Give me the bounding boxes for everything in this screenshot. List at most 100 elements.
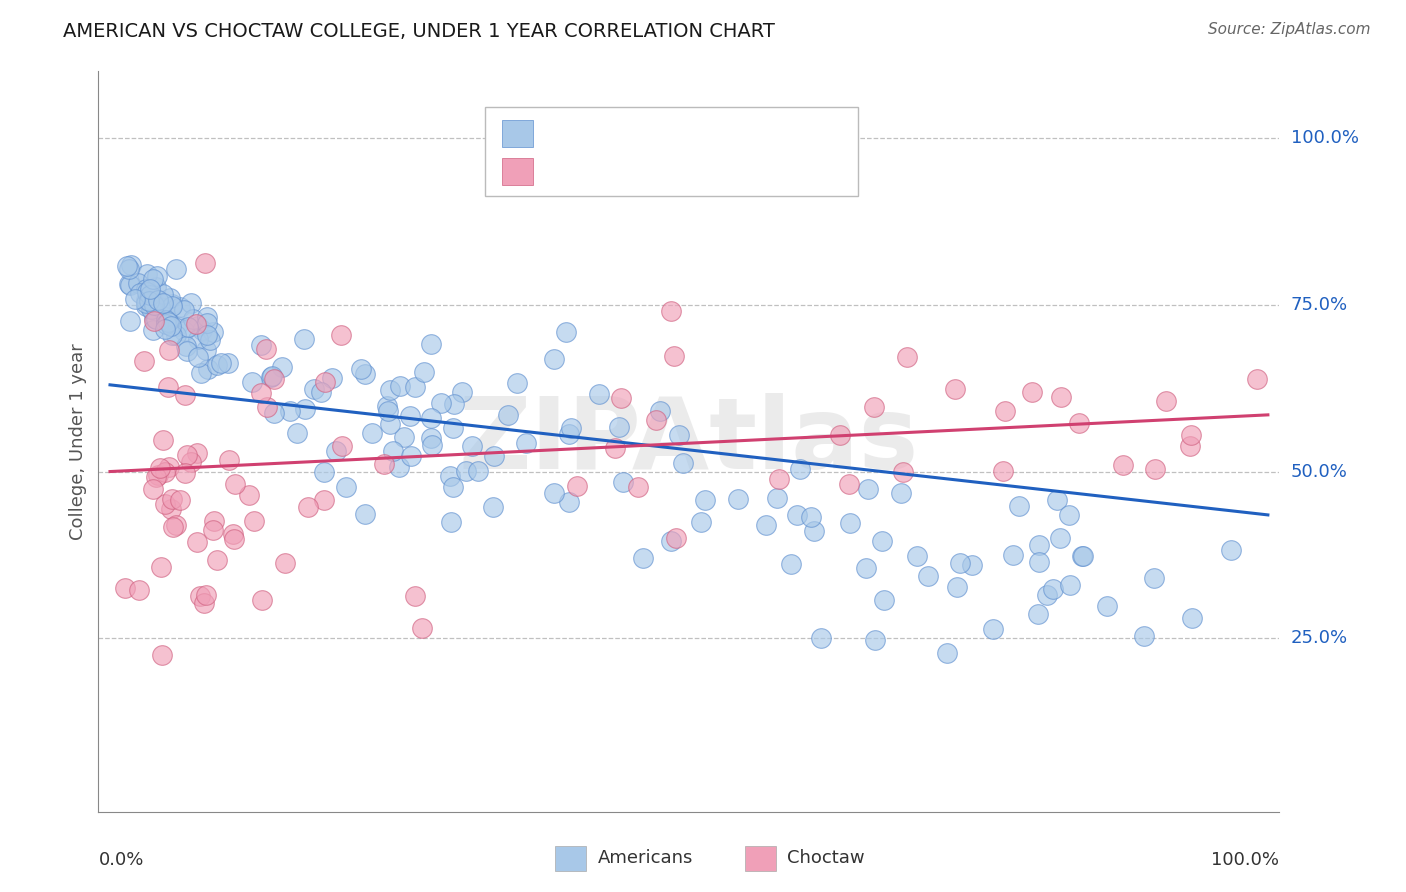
Point <box>1181 611 1204 625</box>
Point <box>145 312 167 326</box>
Point <box>420 411 443 425</box>
Point <box>186 446 208 460</box>
Point <box>803 524 825 539</box>
Point <box>285 425 308 440</box>
Point <box>1036 588 1059 602</box>
Point <box>981 622 1004 636</box>
Point <box>217 356 239 370</box>
Point <box>218 452 240 467</box>
Point <box>127 276 149 290</box>
Point <box>162 520 184 534</box>
Point <box>991 464 1014 478</box>
Point <box>378 383 401 397</box>
Point <box>274 556 297 570</box>
Text: AMERICAN VS CHOCTAW COLLEGE, UNDER 1 YEAR CORRELATION CHART: AMERICAN VS CHOCTAW COLLEGE, UNDER 1 YEA… <box>63 22 775 41</box>
Point <box>155 313 177 327</box>
Point <box>157 343 180 357</box>
Point <box>420 336 443 351</box>
Point <box>157 460 180 475</box>
Point <box>174 339 197 353</box>
Point <box>145 279 167 293</box>
Point <box>153 497 176 511</box>
Point <box>132 354 155 368</box>
Point <box>155 318 177 332</box>
Point <box>201 325 224 339</box>
Point <box>138 293 160 308</box>
Point <box>467 464 489 478</box>
Point <box>375 399 398 413</box>
Point <box>440 515 463 529</box>
Point <box>118 261 141 276</box>
Point <box>209 356 232 370</box>
Point <box>335 480 357 494</box>
Point <box>935 646 957 660</box>
Text: 100.0%: 100.0% <box>1291 129 1358 147</box>
Point <box>856 482 879 496</box>
Point <box>1095 599 1118 614</box>
Point <box>120 258 142 272</box>
Point <box>156 380 179 394</box>
Point <box>135 296 157 310</box>
Point <box>195 328 218 343</box>
Point <box>607 420 630 434</box>
Point <box>1028 555 1050 569</box>
Point <box>280 403 302 417</box>
Point <box>221 527 243 541</box>
Point <box>404 379 426 393</box>
Point <box>314 492 336 507</box>
Point <box>224 476 246 491</box>
Point <box>202 514 225 528</box>
Point <box>420 438 443 452</box>
Point <box>443 480 465 494</box>
Point <box>186 535 208 549</box>
Point <box>401 449 423 463</box>
Point <box>917 569 939 583</box>
Point <box>382 443 405 458</box>
Point <box>153 465 176 479</box>
Point <box>689 515 711 529</box>
Point <box>180 296 202 310</box>
Point <box>180 455 202 469</box>
Point <box>169 300 191 314</box>
Point <box>169 492 191 507</box>
Point <box>377 404 399 418</box>
Point <box>1071 549 1094 563</box>
Point <box>588 387 610 401</box>
Point <box>129 285 152 300</box>
Text: Source: ZipAtlas.com: Source: ZipAtlas.com <box>1208 22 1371 37</box>
Point <box>142 272 165 286</box>
Point <box>135 299 157 313</box>
Point <box>184 318 207 332</box>
Point <box>1028 538 1050 552</box>
Point <box>330 439 353 453</box>
Point <box>124 293 146 307</box>
Point <box>443 397 465 411</box>
Point <box>187 332 209 346</box>
Point <box>159 319 181 334</box>
Point <box>118 277 141 291</box>
Point <box>627 480 650 494</box>
Point <box>896 350 918 364</box>
Point <box>193 596 215 610</box>
Point <box>350 361 373 376</box>
Point <box>994 404 1017 418</box>
Point <box>314 465 336 479</box>
Point <box>177 319 200 334</box>
Point <box>114 582 136 596</box>
Point <box>271 360 294 375</box>
Point <box>142 294 165 309</box>
Point <box>498 409 520 423</box>
Text: 50.0%: 50.0% <box>1291 463 1347 481</box>
Point <box>668 428 690 442</box>
Point <box>1042 582 1064 597</box>
Point <box>1144 462 1167 476</box>
Point <box>905 549 928 564</box>
Point <box>631 551 654 566</box>
Point <box>1220 542 1243 557</box>
Point <box>205 359 228 373</box>
Point <box>1246 371 1268 385</box>
Point <box>321 370 343 384</box>
Point <box>194 256 217 270</box>
Point <box>659 304 682 318</box>
Point <box>135 282 157 296</box>
